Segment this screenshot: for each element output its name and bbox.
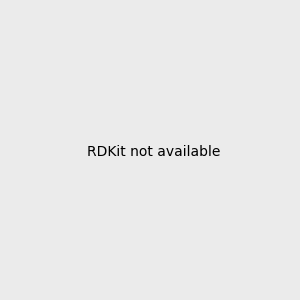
Text: RDKit not available: RDKit not available <box>87 145 220 158</box>
